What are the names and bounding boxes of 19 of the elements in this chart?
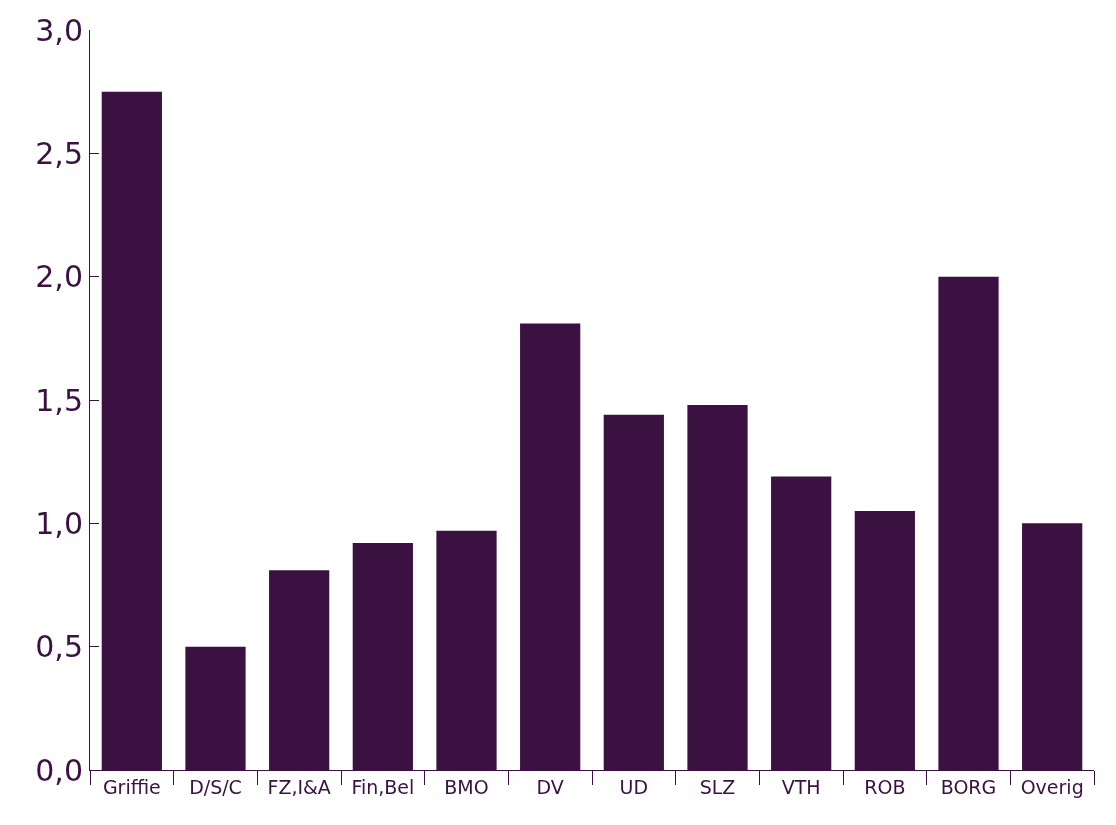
y-tick-label: 1,5 [35, 382, 83, 418]
x-tick-label: VTH [781, 775, 821, 798]
x-tick-label: BMO [444, 775, 489, 798]
x-tick-label: UD [619, 775, 649, 798]
y-tick-label: 3,0 [35, 12, 83, 48]
y-tick-label: 0,0 [35, 752, 83, 788]
x-tick-label: BORG [940, 775, 997, 798]
x-tick-label: FZ,I&A [267, 775, 331, 798]
x-tick-label: D/S/C [189, 775, 242, 798]
x-tick-label: Overig [1020, 775, 1084, 798]
x-tick-label: Fin,Bel [351, 775, 415, 798]
y-tick-label: 1,0 [35, 505, 83, 541]
y-tick-label: 2,5 [35, 135, 83, 171]
x-tick-label: ROB [864, 775, 906, 798]
y-tick-label: 2,0 [35, 259, 83, 295]
y-tick-label: 0,5 [35, 629, 83, 665]
x-tick-label: DV [536, 775, 564, 798]
x-tick-label: SLZ [699, 775, 736, 798]
x-tick-label: Griffie [102, 775, 161, 798]
